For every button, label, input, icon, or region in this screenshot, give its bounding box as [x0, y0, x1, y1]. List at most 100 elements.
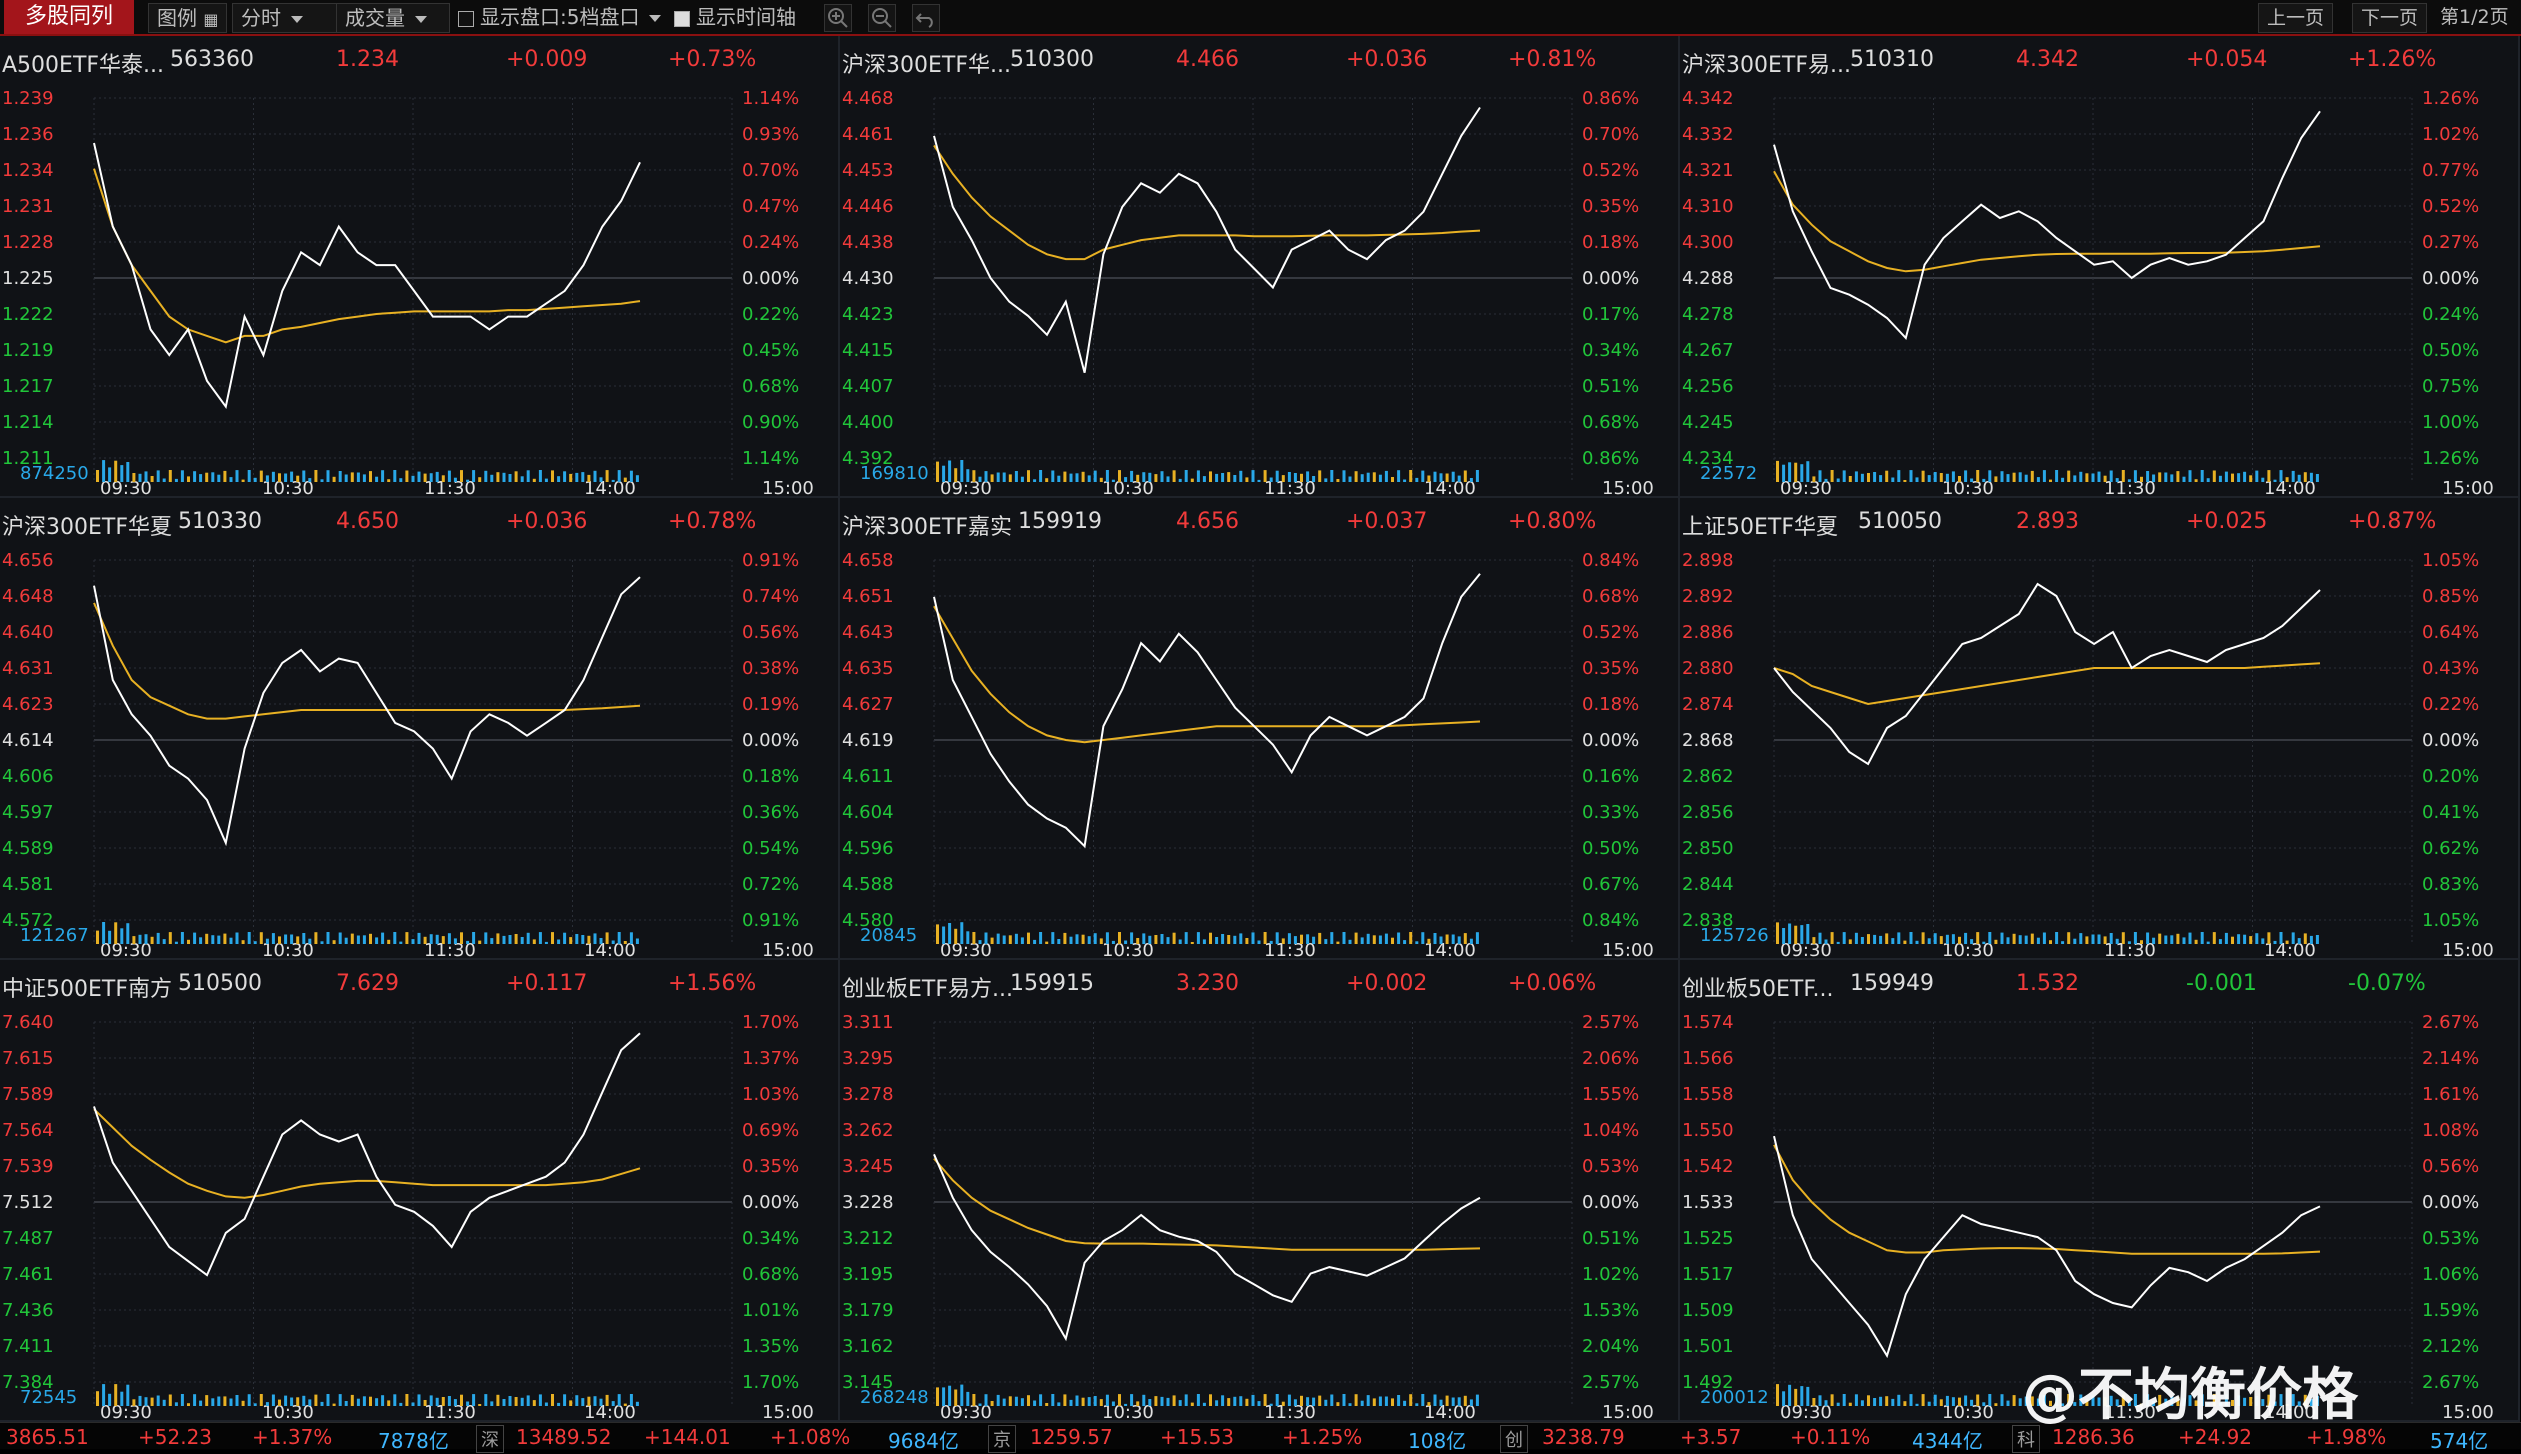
volume-bar — [1982, 478, 1986, 482]
price-axis-label: 7.384 — [2, 1372, 54, 1393]
volume-bar — [1848, 1402, 1852, 1406]
stock-panel-510500[interactable]: 中证500ETF南方 510500 7.629 +0.117 +1.56% 7.640 7.… — [0, 960, 840, 1422]
intraday-chart[interactable]: 1.239 1.236 1.234 1.231 1.228 1.225 1.222 1.219… — [0, 88, 838, 498]
stock-name[interactable]: 上证50ETF华夏 — [1682, 515, 1838, 540]
pct-axis-label: 0.53% — [1582, 1156, 1639, 1177]
volume-bar — [1824, 478, 1828, 482]
last-price: 3.230 — [1176, 971, 1239, 996]
pct-axis-label: 2.67% — [2422, 1012, 2479, 1033]
stock-panel-510300[interactable]: 沪深300ETF华... 510300 4.466 +0.036 +0.81% 4.468… — [840, 36, 1680, 498]
pct-axis-label: 0.51% — [1582, 1228, 1639, 1249]
stock-name[interactable]: 创业板ETF易方... — [842, 977, 1013, 1002]
volume-bar — [1915, 477, 1919, 482]
volume-bar — [96, 930, 99, 944]
pct-change: +0.78% — [668, 509, 757, 534]
intraday-chart[interactable]: 7.640 7.615 7.589 7.564 7.539 7.512 7.487 7.461… — [0, 1012, 838, 1422]
volume-bar — [278, 473, 281, 482]
stock-panel-510330[interactable]: 沪深300ETF华夏 510330 4.650 +0.036 +0.78% 4.656 4.… — [0, 498, 840, 960]
volume-bar — [417, 1394, 421, 1406]
volume-bar — [102, 922, 106, 944]
volume-bar — [1836, 941, 1840, 944]
volume-bar — [114, 460, 118, 482]
intraday-chart[interactable]: 1.574 1.566 1.558 1.550 1.542 1.533 1.525 1.517… — [1680, 1012, 2518, 1422]
volume-bar — [223, 933, 227, 944]
volume-bar — [2158, 933, 2162, 944]
volume-bar — [569, 937, 573, 944]
volume-bar — [1927, 938, 1931, 944]
stock-panel-510310[interactable]: 沪深300ETF易... 510310 4.342 +0.054 +1.26% 4.342… — [1680, 36, 2520, 498]
time-axis-label: 15:00 — [2442, 478, 2494, 498]
stock-panel-510050[interactable]: 上证50ETF华夏 510050 2.893 +0.025 +0.87% 2.898 2.8… — [1680, 498, 2520, 960]
volume-bar — [405, 470, 409, 482]
next-page-button[interactable]: 下一页 — [2352, 3, 2428, 33]
volume-bar — [2140, 940, 2143, 944]
intraday-chart[interactable]: 4.656 4.648 4.640 4.631 4.623 4.614 4.606 4.597… — [0, 550, 838, 960]
volume-bar — [1142, 472, 1146, 482]
average-price-line — [933, 605, 1481, 744]
volume-bar — [2261, 1399, 2265, 1406]
stock-panel-159915[interactable]: 创业板ETF易方... 159915 3.230 +0.002 +0.06% 3.311 3… — [840, 960, 1680, 1422]
volume-bar — [1384, 1396, 1388, 1406]
volume-bar — [1800, 1386, 1804, 1406]
stock-name[interactable]: 沪深300ETF嘉实 — [842, 515, 1012, 540]
volume-bar — [2182, 1398, 2186, 1406]
stock-name[interactable]: 沪深300ETF华... — [842, 53, 1011, 78]
volume-bar — [435, 471, 439, 482]
volume-bar — [544, 1402, 548, 1406]
show-axis-checkbox[interactable]: 显示时间轴 — [674, 3, 796, 31]
stock-code: 159915 — [1010, 971, 1094, 996]
volume-bar — [1818, 470, 1822, 482]
volume-bar — [1469, 478, 1473, 482]
indicator-select[interactable]: 成交量 — [336, 3, 450, 33]
price-change: +0.117 — [506, 971, 588, 996]
price-axis-label: 4.619 — [842, 730, 894, 751]
volume-bar — [265, 475, 269, 482]
stock-name[interactable]: 沪深300ETF易... — [1682, 53, 1851, 78]
volume-bar — [1039, 1394, 1043, 1406]
intraday-chart[interactable]: 4.468 4.461 4.453 4.446 4.438 4.430 4.423 4.415… — [840, 88, 1678, 498]
time-axis-label: 10:30 — [1102, 940, 1154, 960]
pct-change: +0.06% — [1508, 971, 1597, 996]
undo-icon[interactable] — [912, 4, 940, 32]
stock-name[interactable]: 中证500ETF南方 — [2, 977, 172, 1002]
volume-bar — [168, 932, 172, 944]
intraday-chart[interactable]: 4.342 4.332 4.321 4.310 4.300 4.288 4.278 4.267… — [1680, 88, 2518, 498]
intraday-chart[interactable]: 2.898 2.892 2.886 2.880 2.874 2.868 2.862 2.856… — [1680, 550, 2518, 960]
volume-bar — [2267, 470, 2271, 482]
show-level-checkbox[interactable]: 显示盘口:5档盘口 — [458, 3, 662, 31]
time-axis-label: 14:00 — [2264, 478, 2316, 498]
pct-axis-label: 0.00% — [742, 730, 799, 751]
volume-bar — [1873, 934, 1877, 944]
show-axis-label: 显示时间轴 — [696, 5, 796, 29]
stock-name[interactable]: 沪深300ETF华夏 — [2, 515, 172, 540]
intraday-chart[interactable]: 3.311 3.295 3.278 3.262 3.245 3.228 3.212 3.195… — [840, 1012, 1678, 1422]
volume-bar — [253, 941, 257, 944]
timeframe-select[interactable]: 分时 — [232, 3, 340, 33]
price-axis-label: 3.295 — [842, 1048, 894, 1069]
stock-panel-563360[interactable]: A500ETF华泰... 563360 1.234 +0.009 +0.73% 1.239… — [0, 36, 840, 498]
stock-panel-159949[interactable]: 创业板50ETF... 159949 1.532 -0.001 -0.07% 1.574 1… — [1680, 960, 2520, 1422]
multi-stock-title[interactable]: 多股同列 — [4, 0, 134, 34]
volume-bar — [936, 461, 939, 482]
volume-bar — [966, 469, 970, 482]
intraday-chart[interactable]: 4.658 4.651 4.643 4.635 4.627 4.619 4.611 4.604… — [840, 550, 1678, 960]
pct-axis-label: 0.20% — [2422, 766, 2479, 787]
last-price: 4.656 — [1176, 509, 1239, 534]
legend-button[interactable]: 图例 ▦ — [148, 3, 228, 33]
prev-page-button[interactable]: 上一页 — [2258, 3, 2334, 33]
stock-name[interactable]: 创业板50ETF... — [1682, 977, 1834, 1002]
volume-bar — [2133, 470, 2137, 482]
volume-bar — [278, 1399, 281, 1406]
volume-bar — [423, 936, 427, 944]
time-axis-label: 14:00 — [1424, 478, 1476, 498]
zoom-out-icon[interactable] — [868, 4, 896, 32]
volume-bar — [2182, 937, 2186, 944]
stock-panel-159919[interactable]: 沪深300ETF嘉实 159919 4.656 +0.037 +0.80% 4.658 4.… — [840, 498, 1680, 960]
price-line — [1773, 110, 2321, 341]
volume-bar — [1063, 932, 1067, 944]
zoom-in-icon[interactable] — [824, 4, 852, 32]
stock-name[interactable]: A500ETF华泰... — [2, 53, 165, 78]
volume-bar — [557, 939, 561, 944]
volume-bar — [1227, 472, 1231, 482]
volume-bar — [2249, 475, 2253, 482]
